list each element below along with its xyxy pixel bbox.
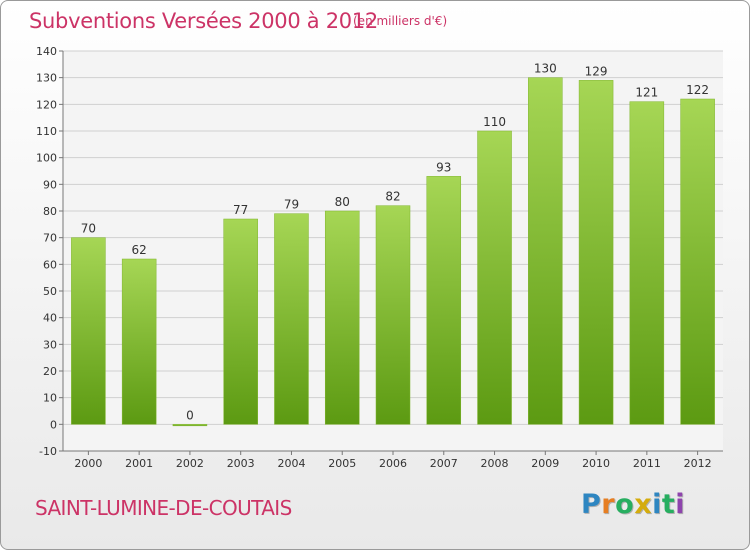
bar-2003 [223,218,258,425]
y-tick-label: 120 [36,98,57,111]
bar-value-label: 77 [233,203,248,217]
bar-2006 [375,205,411,425]
logo-letter: i [675,489,686,520]
bar-value-label: 121 [635,86,658,100]
bar-value-label: 122 [686,83,709,97]
bar-value-label: 129 [585,64,608,78]
y-tick-label: 10 [43,392,57,405]
y-tick-label: 130 [36,72,57,85]
y-tick-label: 140 [36,45,57,58]
x-tick-label: 2012 [684,457,712,470]
bar-2002 [172,424,208,427]
x-tick-label: 2008 [481,457,509,470]
bar-value-label: 80 [335,195,350,209]
logo-letter: x [634,489,653,520]
bar-2007 [426,176,462,425]
y-tick-label: 100 [36,152,57,165]
x-tick-label: 2000 [74,457,102,470]
chart-title: Subventions Versées 2000 à 2012 [29,9,378,33]
x-tick-label: 2009 [531,457,559,470]
bar-2004 [274,213,309,425]
bar-2005 [324,210,360,425]
chart-unit-note: (en milliers d'€) [353,14,448,28]
bar-value-label: 0 [186,408,194,422]
bar-2009 [528,77,563,425]
bar-value-label: 79 [284,198,299,212]
y-tick-label: 0 [50,418,57,431]
x-tick-label: 2006 [379,457,407,470]
x-tick-label: 2007 [430,457,458,470]
bar-2010 [578,80,614,425]
bar-2008 [477,130,512,425]
logo-letter: r [601,489,616,520]
y-tick-label: 20 [43,365,57,378]
y-tick-label: 110 [36,125,57,138]
logo-letter: P [581,489,602,520]
y-tick-label: -10 [39,445,57,458]
y-tick-label: 30 [43,338,57,351]
x-tick-label: 2005 [328,457,356,470]
bar-value-label: 110 [483,115,506,129]
y-tick-label: 60 [43,258,57,271]
bar-2001 [121,258,157,425]
bar-value-label: 62 [132,243,147,257]
y-tick-label: 50 [43,285,57,298]
bar-2011 [629,101,665,425]
x-tick-label: 2001 [125,457,153,470]
proxiti-logo: Proxiti [581,489,685,520]
bar-value-label: 70 [81,222,96,236]
y-tick-label: 40 [43,312,57,325]
logo-letter: i [652,489,662,520]
x-tick-label: 2003 [227,457,255,470]
y-tick-label: 80 [43,205,57,218]
bar-2000 [71,237,106,425]
x-tick-label: 2010 [582,457,610,470]
logo-letter: t [661,489,676,520]
y-tick-label: 90 [43,178,57,191]
town-name: SAINT-LUMINE-DE-COUTAIS [35,496,292,520]
logo-letter: o [615,489,635,520]
x-tick-label: 2011 [633,457,661,470]
x-tick-label: 2002 [176,457,204,470]
y-tick-label: 70 [43,232,57,245]
bar-value-label: 82 [385,190,400,204]
bar-2012 [680,98,715,425]
bar-value-label: 93 [436,160,451,174]
bar-value-label: 130 [534,62,557,76]
x-tick-label: 2004 [277,457,305,470]
